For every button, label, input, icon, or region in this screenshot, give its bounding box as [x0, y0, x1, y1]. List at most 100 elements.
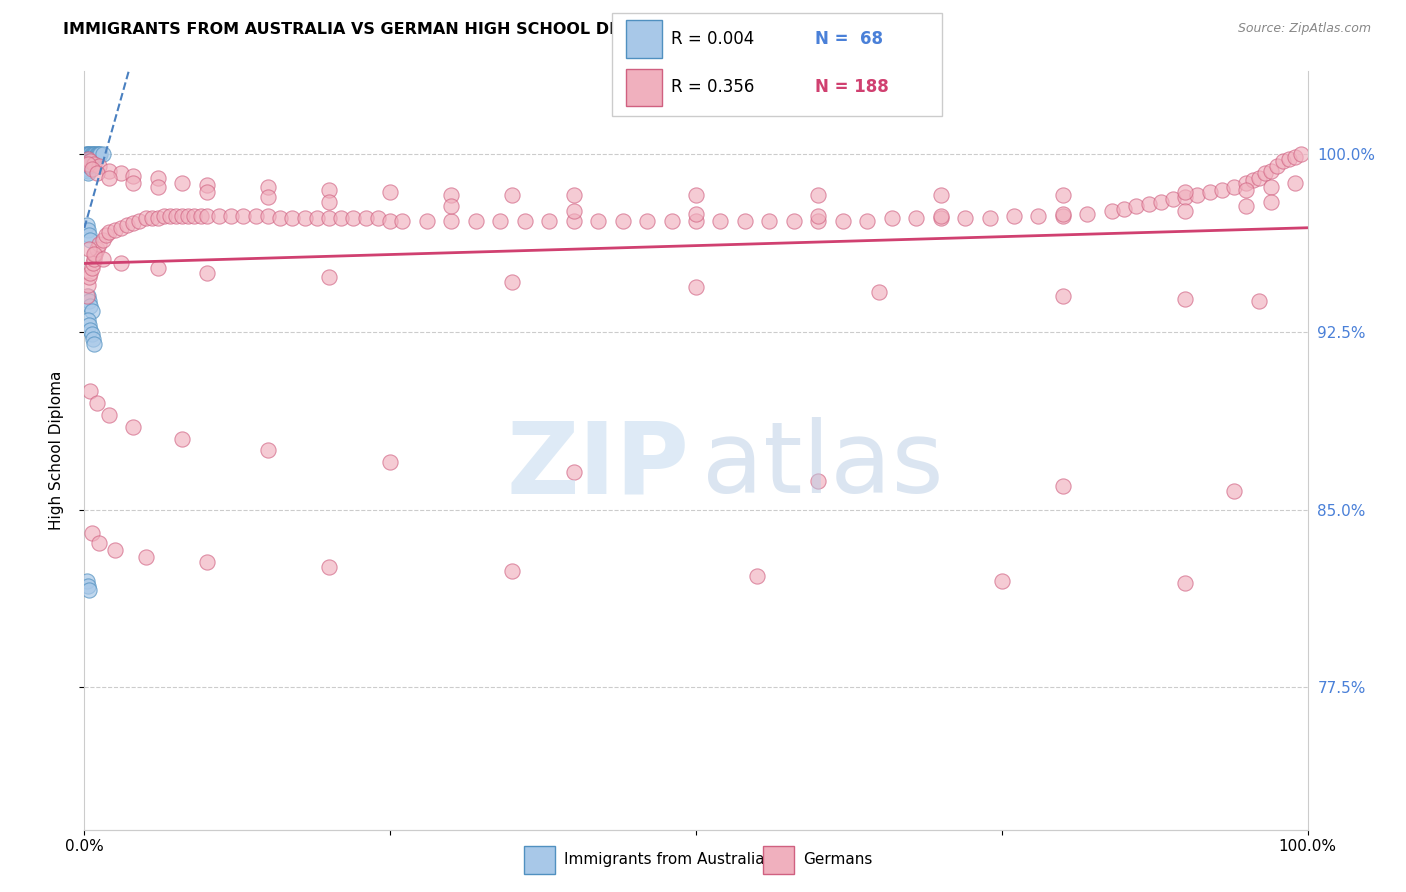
Point: [172, 176, 194, 190]
Point: [87, 147, 110, 161]
Point: [807, 209, 830, 223]
Point: [80, 154, 103, 169]
Point: [330, 211, 353, 226]
Point: [1052, 187, 1074, 202]
Point: [502, 187, 524, 202]
Point: [294, 211, 316, 226]
Point: [84, 147, 107, 161]
Point: [80, 161, 103, 176]
Point: [122, 419, 145, 434]
Point: [91, 252, 114, 266]
Point: [79, 152, 101, 166]
Point: [245, 209, 267, 223]
Point: [734, 213, 756, 227]
Point: [440, 187, 463, 202]
Point: [77, 164, 100, 178]
Point: [807, 187, 830, 202]
Point: [79, 154, 101, 169]
Point: [76, 157, 98, 171]
Text: ZIP: ZIP: [508, 417, 690, 514]
Point: [80, 150, 103, 164]
Point: [1101, 204, 1123, 219]
Point: [219, 209, 242, 223]
Point: [77, 318, 100, 332]
Point: [183, 209, 205, 223]
Point: [84, 247, 107, 261]
Point: [991, 574, 1014, 588]
Point: [76, 150, 98, 164]
Point: [97, 226, 120, 240]
Point: [1187, 187, 1209, 202]
Point: [807, 213, 830, 227]
Point: [82, 147, 104, 161]
Point: [869, 285, 891, 299]
Point: [84, 150, 107, 164]
Point: [76, 574, 98, 588]
Point: [1236, 183, 1258, 197]
Point: [80, 152, 103, 166]
Point: [97, 408, 120, 422]
Point: [76, 219, 98, 233]
Point: [77, 242, 100, 256]
Point: [1174, 292, 1197, 306]
Point: [80, 303, 103, 318]
Point: [354, 211, 377, 226]
Point: [82, 332, 104, 346]
Point: [141, 211, 163, 226]
Point: [380, 213, 402, 227]
Point: [1114, 202, 1136, 216]
Point: [86, 396, 108, 410]
Point: [929, 187, 952, 202]
Point: [232, 209, 254, 223]
Text: R = 0.004: R = 0.004: [671, 30, 754, 48]
Point: [153, 209, 176, 223]
Point: [79, 233, 101, 247]
Point: [1236, 176, 1258, 190]
Point: [110, 166, 132, 180]
Point: [79, 154, 101, 169]
Point: [1247, 171, 1270, 186]
Point: [135, 211, 157, 226]
Point: [79, 266, 101, 280]
Point: [75, 147, 97, 161]
Point: [76, 147, 98, 161]
Point: [856, 213, 879, 227]
Point: [76, 159, 98, 173]
Point: [1236, 199, 1258, 213]
Text: N = 188: N = 188: [815, 78, 889, 96]
Point: [87, 147, 110, 161]
Point: [77, 147, 100, 161]
Point: [929, 211, 952, 226]
Point: [128, 213, 150, 227]
Point: [80, 147, 103, 161]
Point: [1260, 180, 1282, 194]
Point: [758, 213, 780, 227]
Point: [77, 154, 100, 169]
Point: [747, 569, 769, 583]
Point: [1125, 199, 1147, 213]
Text: atlas: atlas: [702, 417, 943, 514]
Point: [75, 152, 97, 166]
Point: [89, 147, 111, 161]
Point: [257, 209, 280, 223]
Point: [77, 157, 100, 171]
Point: [79, 384, 101, 399]
Point: [77, 150, 100, 164]
Point: [86, 147, 108, 161]
Point: [77, 154, 100, 169]
Point: [502, 275, 524, 289]
Point: [91, 233, 114, 247]
Point: [709, 213, 731, 227]
Point: [177, 209, 200, 223]
Point: [79, 299, 101, 313]
Point: [79, 157, 101, 171]
Point: [1052, 206, 1074, 220]
Point: [77, 159, 100, 173]
Point: [146, 260, 169, 275]
Point: [1211, 183, 1233, 197]
Point: [87, 536, 110, 550]
Point: [1174, 576, 1197, 591]
Point: [172, 432, 194, 446]
Point: [305, 211, 328, 226]
Point: [1223, 180, 1246, 194]
